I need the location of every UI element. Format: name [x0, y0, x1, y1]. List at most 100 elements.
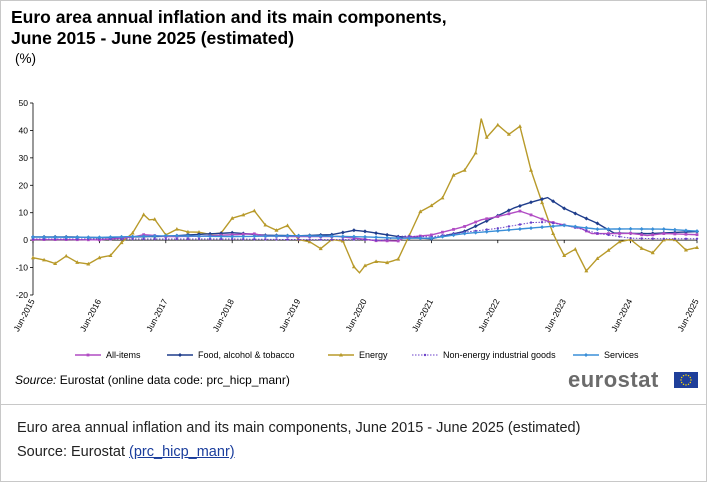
- data-point-non-energy-industrial-goods: [618, 235, 621, 238]
- data-point-services: [650, 227, 655, 232]
- data-point-energy: [473, 150, 478, 155]
- chart-title-line-1: Euro area annual inflation and its main …: [11, 7, 447, 27]
- data-point-energy: [385, 260, 390, 265]
- data-point-non-energy-industrial-goods: [120, 237, 123, 241]
- data-point-services: [540, 225, 545, 230]
- data-point-services: [197, 234, 201, 239]
- eurostat-logo-text: eurostat: [568, 367, 659, 392]
- data-point-services: [307, 233, 312, 238]
- data-point-all-items: [607, 232, 610, 235]
- data-point-energy: [584, 268, 589, 273]
- data-point-all-items: [452, 227, 455, 231]
- data-point-services: [163, 233, 168, 238]
- data-point-food-alcohol-tobacco: [517, 203, 522, 208]
- data-point-services: [208, 234, 213, 239]
- data-point-non-energy-industrial-goods: [629, 237, 632, 240]
- caption-source-prefix: Source: Eurostat: [17, 444, 130, 460]
- data-point-energy: [429, 203, 434, 208]
- eu-flag-star: [689, 381, 692, 384]
- data-point-non-energy-industrial-goods: [208, 237, 212, 241]
- data-point-services: [418, 236, 423, 241]
- data-point-all-items: [651, 233, 655, 237]
- data-point-services: [385, 235, 390, 240]
- data-point-services: [628, 226, 633, 231]
- data-point-non-energy-industrial-goods: [529, 221, 533, 224]
- data-point-services: [363, 234, 367, 239]
- x-tick-label-0: Jun-2015: [11, 297, 37, 333]
- data-point-energy: [119, 240, 124, 245]
- data-point-services: [595, 227, 600, 232]
- data-point-non-energy-industrial-goods: [518, 223, 522, 226]
- data-point-energy: [396, 256, 401, 261]
- x-tick-label-8: Jun-2023: [542, 297, 568, 333]
- data-point-services: [219, 234, 224, 239]
- eu-flag-star: [690, 379, 692, 381]
- source-label: Source:: [15, 373, 57, 387]
- data-point-non-energy-industrial-goods: [341, 238, 345, 241]
- data-point-services: [517, 226, 522, 231]
- data-point-non-energy-industrial-goods: [286, 238, 289, 241]
- data-point-energy: [639, 246, 644, 250]
- data-point-services: [53, 235, 58, 240]
- eu-flag-star: [682, 374, 685, 377]
- eu-flag-star: [680, 381, 683, 384]
- data-point-all-items: [673, 232, 677, 236]
- data-point-services: [318, 234, 323, 239]
- data-point-services: [42, 235, 47, 240]
- data-point-food-alcohol-tobacco: [506, 208, 511, 213]
- data-point-services: [274, 234, 279, 239]
- x-tick-label-10: Jun-2025: [675, 297, 701, 333]
- legend-label-energy: Energy: [359, 350, 388, 360]
- data-point-all-items: [474, 220, 478, 224]
- source-text: Eurostat (online data code: prc_hicp_man…: [56, 373, 290, 387]
- data-point-non-energy-industrial-goods: [374, 238, 378, 242]
- data-point-energy: [562, 253, 567, 258]
- data-point-services: [351, 234, 356, 239]
- data-point-non-energy-industrial-goods: [264, 238, 267, 241]
- data-point-services: [562, 223, 567, 228]
- data-point-food-alcohol-tobacco: [363, 229, 367, 234]
- data-point-all-items: [507, 212, 511, 216]
- data-point-non-energy-industrial-goods: [651, 237, 654, 240]
- eu-flag-star: [680, 379, 682, 381]
- data-point-energy: [650, 250, 655, 255]
- legend-item-non-energy-industrial-goods: Non-energy industrial goods: [412, 350, 556, 360]
- data-point-energy: [540, 200, 545, 205]
- data-point-non-energy-industrial-goods: [695, 237, 699, 240]
- data-point-non-energy-industrial-goods: [507, 225, 511, 228]
- caption-source: Source: Eurostat (prc_hicp_manr): [17, 444, 235, 460]
- data-point-non-energy-industrial-goods: [363, 238, 367, 241]
- data-point-non-energy-industrial-goods: [131, 237, 134, 241]
- data-point-all-items: [430, 233, 433, 237]
- legend-item-energy: Energy: [328, 350, 388, 360]
- legend-label-services: Services: [604, 350, 639, 360]
- data-point-food-alcohol-tobacco: [562, 206, 567, 211]
- data-point-services: [119, 234, 124, 239]
- data-point-services: [451, 233, 456, 238]
- data-point-non-energy-industrial-goods: [485, 228, 488, 231]
- data-point-services: [683, 228, 688, 233]
- unit-label: (%): [15, 51, 36, 66]
- data-point-non-energy-industrial-goods: [242, 237, 245, 241]
- eu-flag-star: [685, 374, 687, 376]
- data-point-all-items: [441, 230, 444, 234]
- y-tick-label-0: 50: [19, 98, 29, 108]
- data-point-energy: [152, 217, 157, 221]
- data-point-services: [429, 236, 434, 241]
- data-point-services: [396, 236, 401, 241]
- data-point-services: [617, 226, 622, 231]
- data-point-services: [462, 231, 467, 236]
- data-point-services: [551, 224, 556, 229]
- x-tick-label-2: Jun-2017: [144, 297, 170, 333]
- source-link[interactable]: (prc_hicp_manr): [129, 444, 235, 460]
- data-point-services: [473, 230, 478, 235]
- data-point-non-energy-industrial-goods: [308, 238, 311, 241]
- data-point-non-energy-industrial-goods: [153, 237, 156, 241]
- figure-caption: Euro area annual inflation and its main …: [17, 420, 581, 436]
- eu-flag-star: [680, 376, 683, 379]
- data-point-non-energy-industrial-goods: [540, 221, 544, 224]
- x-tick-label-6: Jun-2021: [410, 297, 436, 333]
- series-energy: [31, 118, 699, 274]
- data-point-services: [639, 226, 644, 231]
- data-point-energy: [31, 255, 35, 260]
